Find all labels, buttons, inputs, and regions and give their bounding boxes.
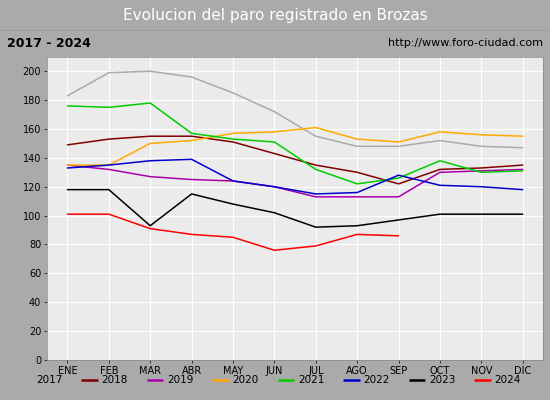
Text: 2017: 2017 — [36, 375, 62, 385]
Text: 2021: 2021 — [298, 375, 324, 385]
Text: 2024: 2024 — [494, 375, 521, 385]
Text: http://www.foro-ciudad.com: http://www.foro-ciudad.com — [388, 38, 543, 48]
Text: 2020: 2020 — [233, 375, 258, 385]
Text: 2022: 2022 — [364, 375, 390, 385]
Text: 2023: 2023 — [429, 375, 455, 385]
Text: 2018: 2018 — [102, 375, 128, 385]
Text: 2017 - 2024: 2017 - 2024 — [7, 37, 90, 50]
Text: 2019: 2019 — [167, 375, 194, 385]
Text: Evolucion del paro registrado en Brozas: Evolucion del paro registrado en Brozas — [123, 8, 427, 23]
